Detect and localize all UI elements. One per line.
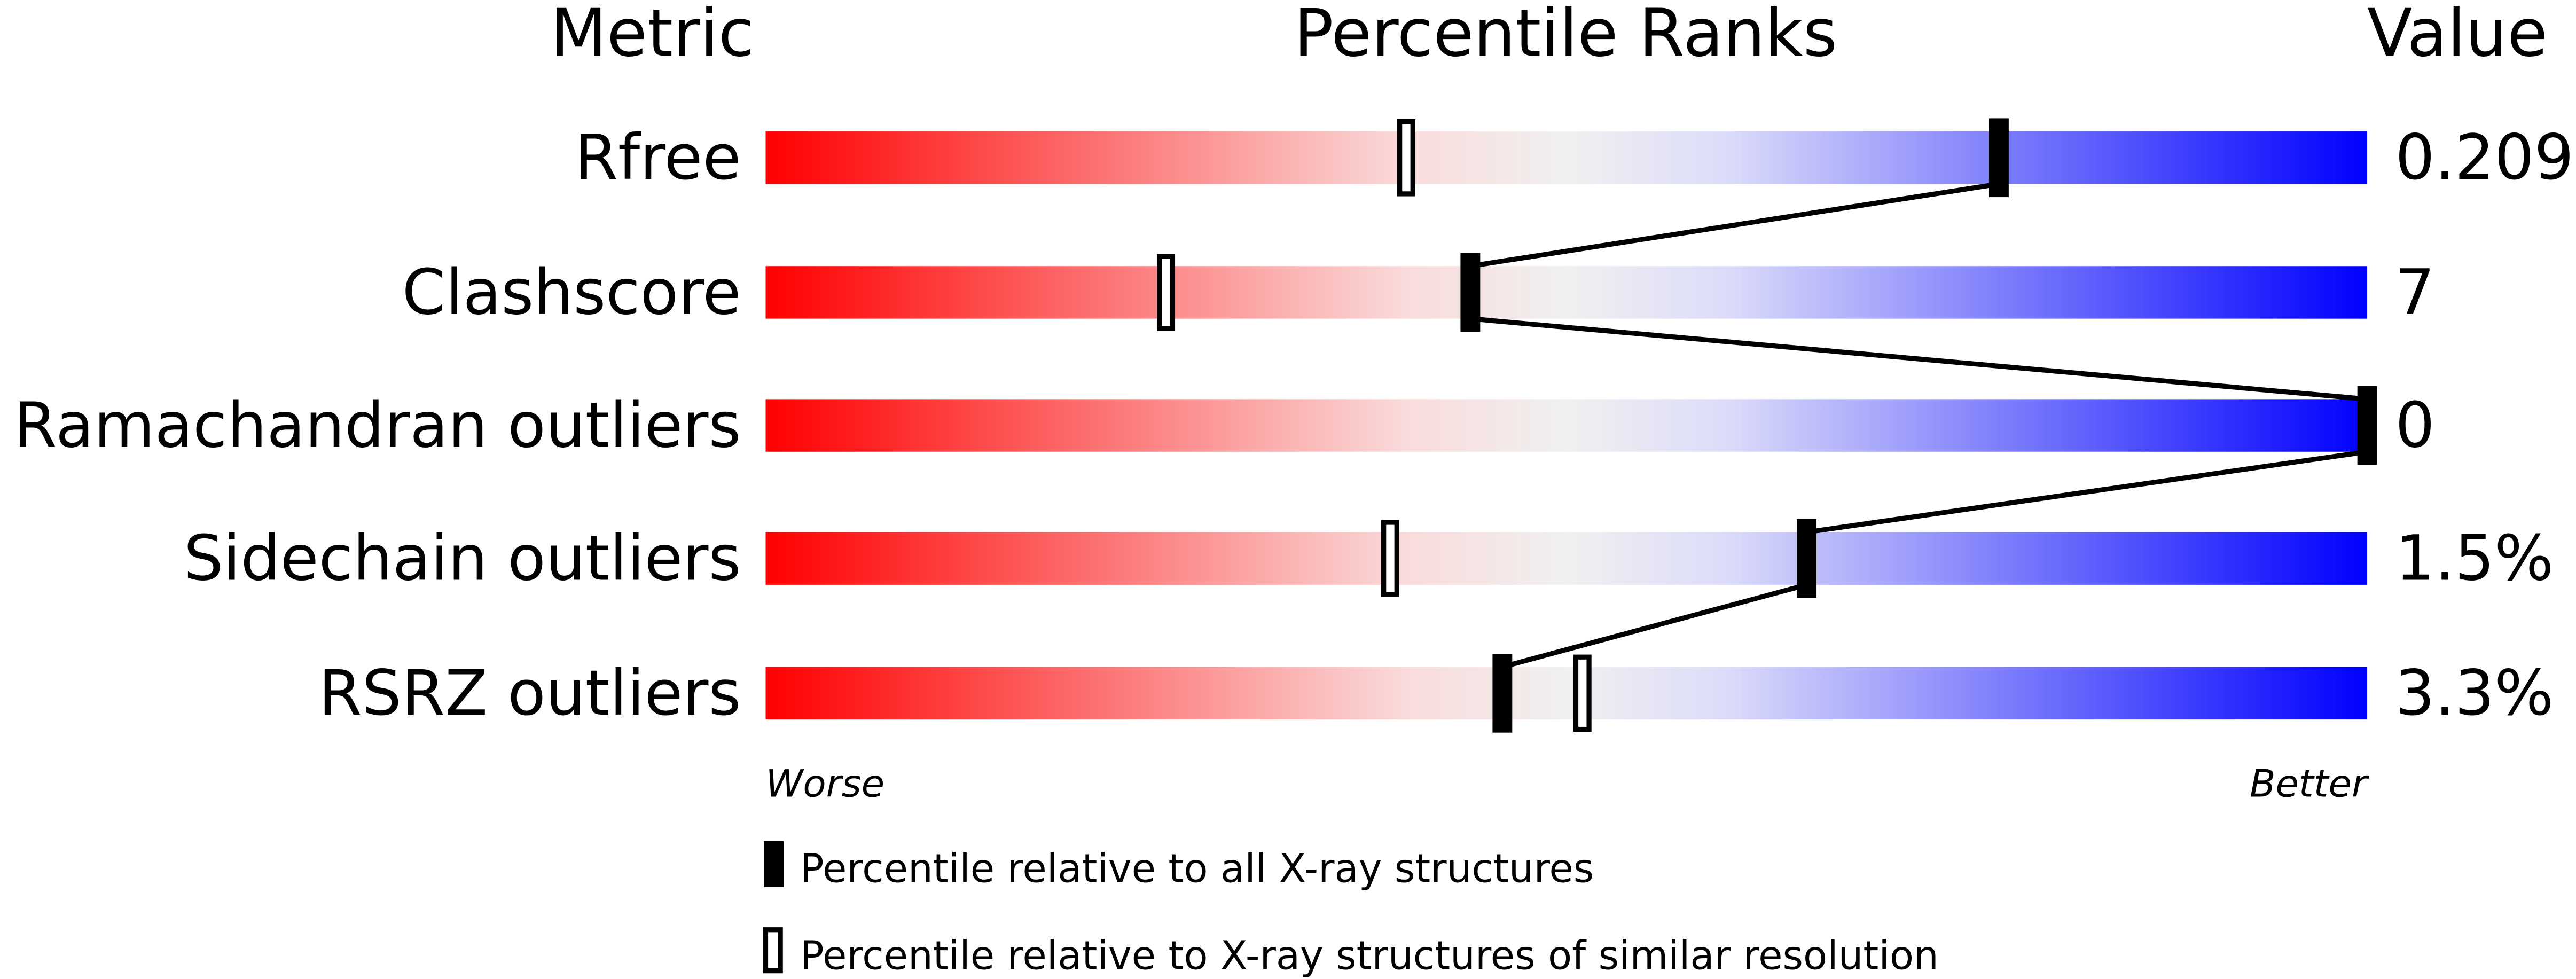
connector-line: [1806, 449, 2368, 535]
percentile-bar: [765, 131, 2368, 184]
connector-line: [1501, 582, 1807, 670]
percentile-bar: [765, 399, 2368, 452]
all-structures-marker: [1492, 654, 1513, 733]
metric-label: Rfree: [575, 121, 741, 194]
legend-label-similar: Percentile relative to X-ray structures …: [800, 933, 1939, 979]
better-label: Better: [2250, 762, 2369, 806]
similar-resolution-marker: [1157, 254, 1176, 331]
worse-label: Worse: [765, 762, 884, 806]
legend-label-all: Percentile relative to all X-ray structu…: [800, 846, 1594, 892]
similar-resolution-marker: [1397, 119, 1415, 197]
header-percentile-ranks: Percentile Ranks: [1294, 0, 1837, 72]
metric-value: 3.3%: [2395, 657, 2554, 730]
metric-label: Sidechain outliers: [184, 522, 741, 595]
all-structures-marker: [2357, 386, 2377, 465]
all-structures-marker: [1797, 519, 1817, 598]
all-structures-marker: [1460, 253, 1481, 332]
metric-value: 0: [2395, 389, 2434, 462]
legend-hollow-marker: [763, 927, 783, 974]
percentile-bar: [765, 266, 2368, 319]
metric-value: 0.209: [2395, 121, 2574, 194]
connector-line: [1470, 181, 2000, 269]
header-value: Value: [2367, 0, 2548, 72]
metric-label: Ramachandran outliers: [13, 389, 741, 462]
legend-filled-marker: [764, 841, 784, 887]
percentile-bar: [765, 667, 2368, 720]
percentile-bar: [765, 532, 2368, 585]
metric-label: RSRZ outliers: [318, 657, 741, 730]
similar-resolution-marker: [1381, 520, 1399, 597]
header-metric: Metric: [550, 0, 754, 72]
similar-resolution-marker: [1573, 654, 1592, 732]
metric-value: 7: [2395, 256, 2434, 328]
connector-line: [1470, 316, 2368, 402]
all-structures-marker: [1988, 118, 2009, 198]
metric-value: 1.5%: [2395, 522, 2554, 595]
metric-label: Clashscore: [402, 256, 741, 328]
